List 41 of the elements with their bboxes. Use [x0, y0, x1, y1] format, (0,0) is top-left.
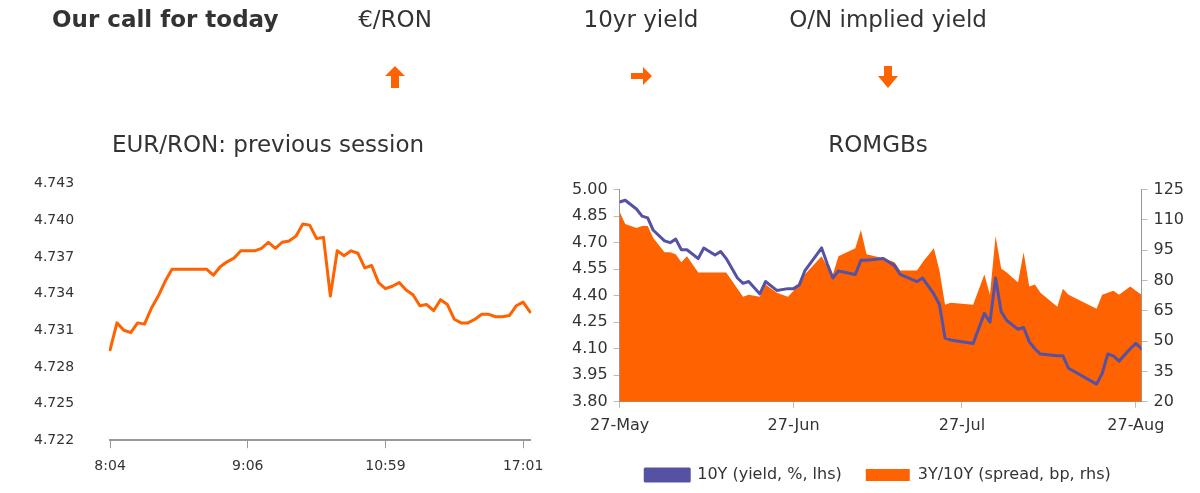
y2-tick-label: 95 [1153, 239, 1174, 259]
y-tick-label: 4.70 [572, 231, 608, 251]
y2-tick-label: 65 [1153, 300, 1174, 320]
y-tick-label: 4.743 [33, 174, 75, 191]
x-tick-label: 9:06 [232, 457, 264, 474]
text: O/N implied yield [789, 6, 987, 32]
x-tick-label: 27-Jul [938, 414, 986, 434]
y2-tick-label: 110 [1153, 209, 1185, 229]
y-tick-label: 4.737 [33, 247, 75, 264]
x-tick-label: 27-May [590, 414, 650, 434]
y2-tick-label: 80 [1153, 269, 1174, 289]
y2-tick-label: 20 [1153, 390, 1174, 410]
y2-tick-label: 125 [1153, 178, 1185, 198]
y-tick-label: 4.734 [33, 284, 75, 301]
y-tick-label: 4.728 [33, 357, 75, 374]
x-tick-label: 10:59 [365, 457, 406, 474]
legend-label: 10Y (yield, %, lhs) [697, 464, 842, 484]
y-tick-label: 4.10 [572, 337, 608, 357]
y-tick-label: 5.00 [572, 178, 608, 198]
text: Our call for today [52, 6, 279, 32]
y2-tick-label: 35 [1153, 360, 1174, 380]
chart-title: EUR/RON: previous session [111, 130, 425, 157]
y-tick-label: 4.85 [572, 205, 608, 225]
y-tick-label: 4.40 [572, 284, 608, 304]
y-tick-label: 4.722 [33, 430, 75, 447]
x-tick-label: 8:04 [94, 457, 126, 474]
text: €/RON [358, 6, 432, 32]
y-tick-label: 3.95 [572, 364, 608, 384]
x-tick-label: 27-Jun [767, 414, 820, 434]
y-tick-label: 4.740 [33, 210, 75, 227]
y2-tick-label: 50 [1153, 330, 1174, 350]
x-tick-label: 27-Aug [1107, 414, 1165, 434]
y-tick-label: 3.80 [572, 390, 608, 410]
legend-label: 3Y/10Y (spread, bp, rhs) [917, 464, 1111, 484]
chart-title: ROMGBs [828, 130, 928, 157]
text: 10yr yield [583, 6, 699, 32]
x-tick-label: 17:01 [502, 457, 544, 474]
y-tick-label: 4.731 [33, 320, 75, 337]
y-tick-label: 4.725 [33, 394, 75, 411]
y-tick-label: 4.25 [572, 311, 608, 331]
y-tick-label: 4.55 [572, 258, 608, 278]
